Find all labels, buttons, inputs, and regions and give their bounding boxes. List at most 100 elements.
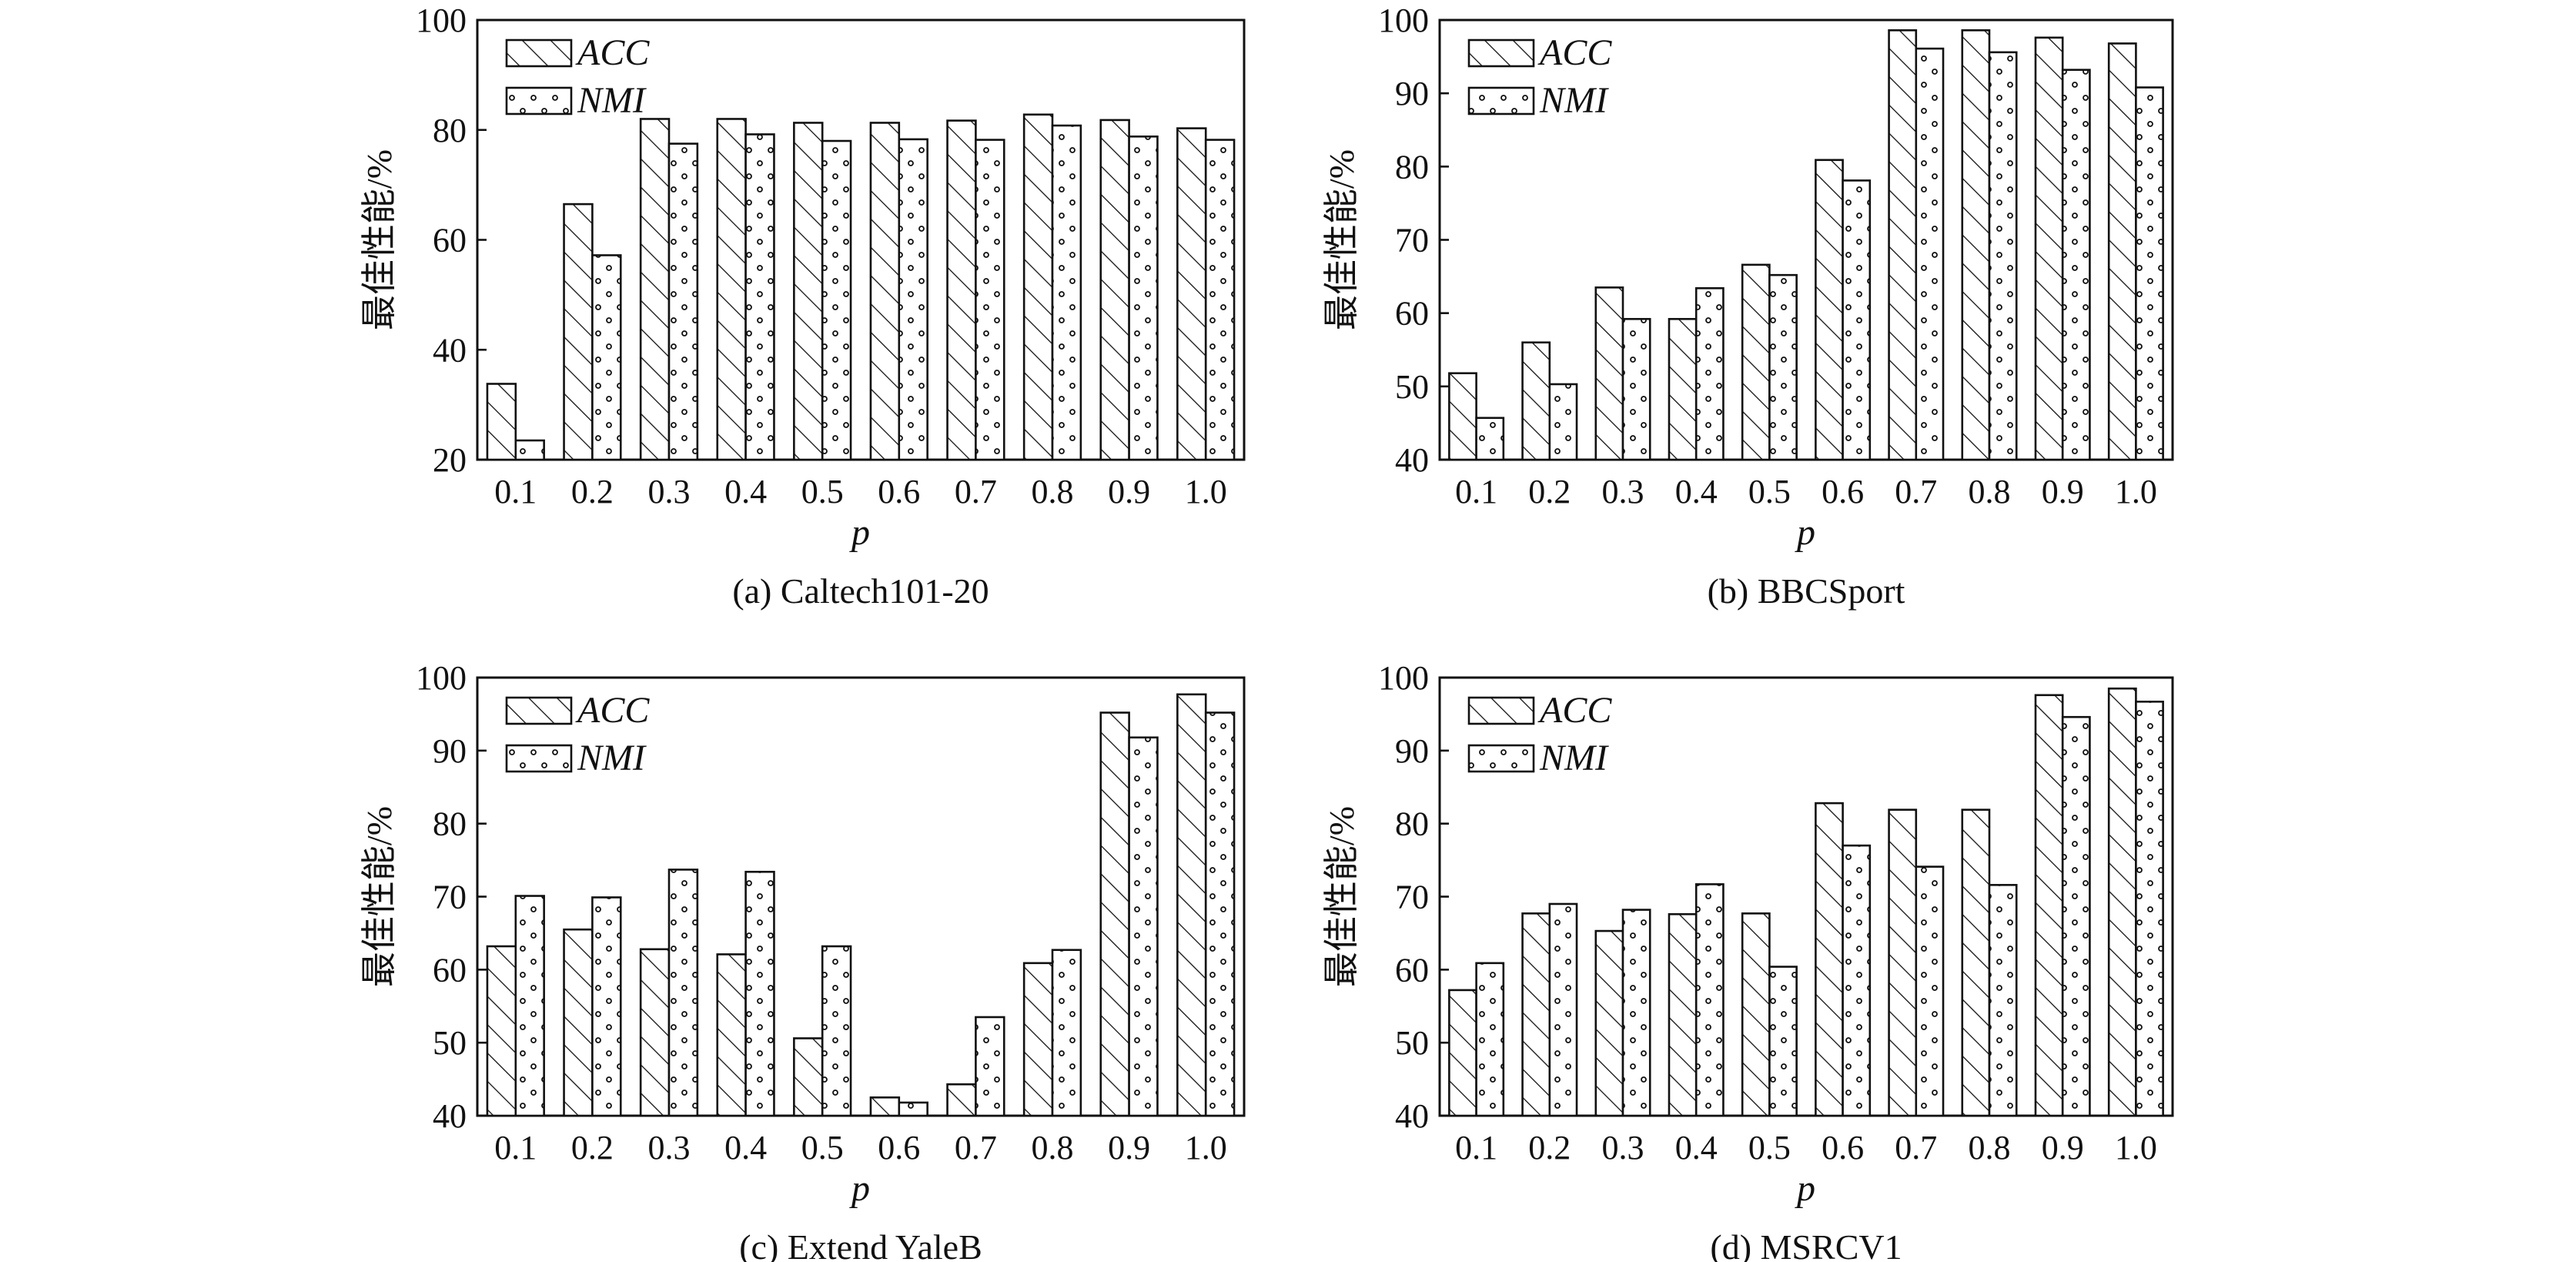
- x-tick-label: 0.3: [1602, 1129, 1644, 1167]
- x-tick-label: 0.9: [1108, 473, 1150, 510]
- x-tick-label: 0.7: [955, 473, 997, 510]
- y-tick-label: 20: [433, 441, 467, 479]
- bar-nmi-0.9: [1128, 136, 1159, 461]
- x-tick-label: 0.6: [878, 473, 920, 510]
- x-tick-label: 0.3: [648, 473, 691, 510]
- bar-nmi-0.6: [898, 1101, 928, 1117]
- y-tick-label: 50: [433, 1024, 467, 1062]
- x-tick-label: 0.2: [1528, 1129, 1571, 1167]
- bar-nmi-0.2: [1548, 902, 1578, 1117]
- y-tick-label: 60: [433, 222, 467, 259]
- bar-nmi-0.1: [1475, 417, 1505, 461]
- y-tick-label: 100: [1378, 2, 1429, 39]
- bar-nmi-0.6: [1842, 179, 1872, 461]
- x-tick-label: 0.4: [724, 1129, 767, 1167]
- y-tick-label: 70: [1395, 222, 1429, 259]
- y-tick-label: 80: [433, 112, 467, 149]
- x-tick-label: 0.2: [571, 1129, 614, 1167]
- y-tick-label: 60: [1395, 295, 1429, 333]
- bar-acc-0.3: [639, 118, 671, 461]
- y-tick-label: 100: [416, 2, 467, 39]
- bar-acc-0.3: [1594, 929, 1624, 1117]
- y-axis-label: 最佳性能/%: [1322, 149, 1361, 330]
- x-tick-label: 0.5: [1748, 473, 1791, 510]
- bar-nmi-0.6: [898, 138, 928, 461]
- bar-acc-0.3: [1594, 286, 1624, 461]
- x-tick-label: 0.5: [1748, 1129, 1791, 1167]
- y-tick-label: 100: [1378, 659, 1429, 697]
- y-tick-label: 70: [1395, 879, 1429, 916]
- bar-nmi-1.0: [2135, 86, 2164, 461]
- bar-acc-0.6: [1815, 159, 1844, 461]
- bar-nmi-0.8: [1051, 949, 1082, 1117]
- bar-nmi-0.4: [1694, 883, 1725, 1117]
- x-tick-label: 0.3: [648, 1129, 691, 1167]
- y-axis-label: 最佳性能/%: [360, 806, 399, 987]
- y-tick-label: 60: [1395, 951, 1429, 989]
- bar-acc-1.0: [1176, 693, 1207, 1117]
- bar-nmi-0.5: [821, 945, 852, 1117]
- y-tick-label: 40: [1395, 441, 1429, 479]
- legend-label-acc: ACC: [1537, 690, 1612, 731]
- x-tick-label: 1.0: [1185, 473, 1227, 510]
- bar-nmi-0.8: [1051, 124, 1082, 461]
- bar-acc-1.0: [2107, 42, 2137, 461]
- bar-acc-0.7: [1888, 808, 1918, 1117]
- legend-swatch-nmi: [1467, 744, 1535, 773]
- x-tick-label: 0.9: [2042, 473, 2084, 510]
- bar-nmi-0.7: [1915, 865, 1945, 1117]
- bar-acc-0.9: [2034, 694, 2064, 1117]
- bar-nmi-0.8: [1988, 884, 2018, 1117]
- bar-acc-0.5: [1741, 912, 1771, 1117]
- x-tick-label: 0.1: [494, 1129, 537, 1167]
- bar-nmi-0.1: [514, 439, 545, 461]
- bar-acc-0.2: [1521, 341, 1551, 461]
- bar-nmi-1.0: [2135, 700, 2164, 1117]
- y-tick-label: 40: [433, 1097, 467, 1135]
- bar-nmi-0.8: [1988, 51, 2018, 461]
- x-tick-label: 0.3: [1602, 473, 1644, 510]
- bar-nmi-0.2: [591, 254, 622, 461]
- bar-acc-0.2: [1521, 912, 1551, 1117]
- y-tick-label: 80: [433, 805, 467, 843]
- bar-acc-0.8: [1961, 29, 1991, 461]
- bar-acc-0.4: [716, 953, 747, 1117]
- bar-acc-0.7: [946, 1083, 977, 1117]
- bar-acc-0.7: [1888, 29, 1918, 461]
- bar-nmi-0.7: [1915, 47, 1945, 461]
- bar-acc-0.9: [1099, 711, 1130, 1117]
- y-tick-label: 70: [433, 879, 467, 916]
- x-tick-label: 0.6: [1822, 473, 1864, 510]
- bar-acc-0.2: [563, 928, 594, 1117]
- y-tick-label: 90: [1395, 75, 1429, 112]
- x-tick-label: 0.8: [1032, 473, 1074, 510]
- x-tick-label: 0.1: [494, 473, 537, 510]
- bar-acc-0.1: [486, 383, 517, 461]
- chart-3: 40 50 60 70 80 90 100 0.1 0.2 0.3 0.4 0.5 0.6 0.7 0.8 0…: [360, 659, 1246, 1262]
- bar-acc-0.8: [1961, 808, 1991, 1117]
- x-tick-label: 0.8: [1969, 1129, 2011, 1167]
- x-tick-label: 1.0: [1185, 1129, 1227, 1167]
- bar-acc-0.9: [1099, 119, 1130, 461]
- x-tick-label: 0.6: [1822, 1129, 1864, 1167]
- legend-label-acc: ACC: [575, 32, 650, 73]
- y-tick-label: 90: [1395, 732, 1429, 770]
- legend-label-nmi: NMI: [1539, 80, 1609, 121]
- legend-label-acc: ACC: [1537, 32, 1612, 73]
- bar-acc-0.1: [1448, 989, 1477, 1117]
- bar-nmi-0.4: [744, 870, 775, 1117]
- legend-label-nmi: NMI: [577, 80, 647, 121]
- y-tick-label: 100: [416, 659, 467, 697]
- x-tick-label: 0.4: [724, 473, 767, 510]
- bar-nmi-0.1: [1475, 962, 1505, 1117]
- bar-acc-0.4: [716, 118, 747, 461]
- bar-nmi-0.3: [1621, 317, 1651, 461]
- y-tick-label: 60: [433, 951, 467, 989]
- x-axis-label: p: [849, 512, 870, 553]
- x-tick-label: 0.6: [878, 1129, 920, 1167]
- legend-swatch-nmi: [1467, 86, 1535, 115]
- subfigure-caption: (b) BBCSport: [1708, 571, 1905, 611]
- x-tick-label: 0.7: [1895, 473, 1937, 510]
- bar-nmi-0.3: [667, 869, 699, 1117]
